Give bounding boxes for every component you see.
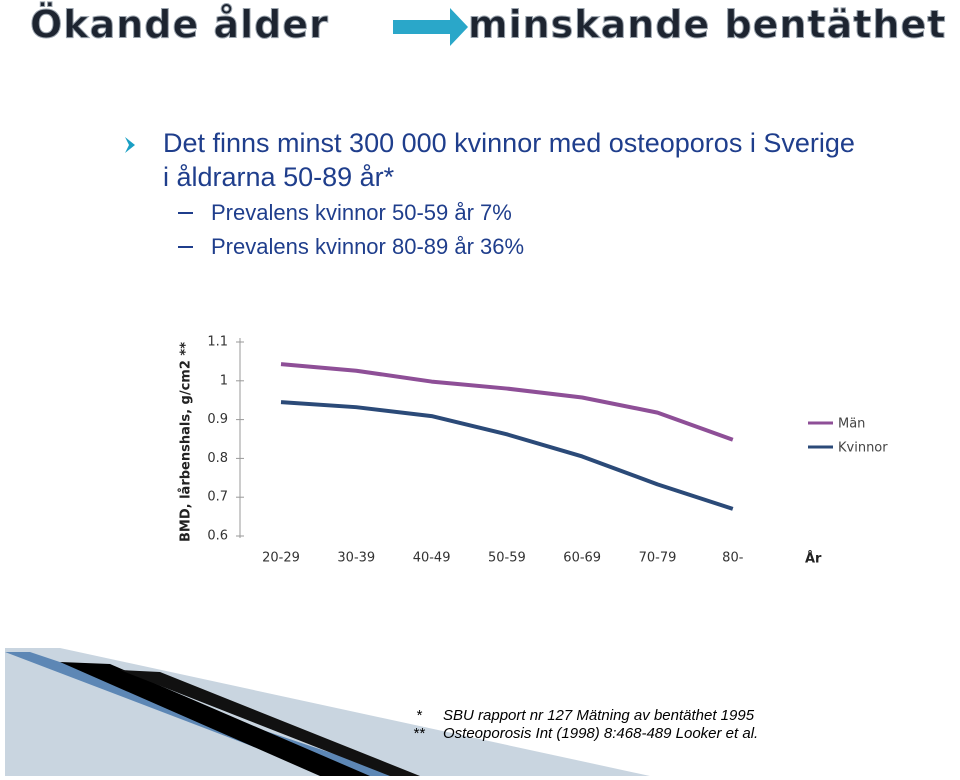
x-tick-label: 30-39 [337,551,375,566]
title-right: minskande bentäthet [468,3,946,47]
bullet-icon [125,137,135,153]
line [280,362,734,442]
decor [60,662,370,776]
y-tick-label: 0.6 [207,529,228,544]
x-tick-label: 60-69 [563,551,601,566]
x-tick-label: 70-79 [639,551,677,566]
bullet: Det finns minst 300 000 kvinnor med oste… [163,128,855,158]
x-tick-label: 40-49 [413,551,451,566]
y-tick-label: 1 [220,373,228,388]
x-axis-label: År [805,551,822,567]
footnote: Osteoporosis Int (1998) 8:468-489 Looker… [443,725,758,742]
y-tick-label: 0.8 [207,451,228,466]
line [280,400,734,511]
sub-bullet: Prevalens kvinnor 50-59 år 7% [211,200,512,225]
y-tick-label: 1.1 [207,335,228,350]
title-arrow [393,8,468,46]
footnote-marker: * [416,707,423,724]
bullet: i åldrarna 50-89 år* [163,162,395,192]
footnote: SBU rapport nr 127 Mätning av bentäthet … [443,707,755,724]
x-tick-label: 50-59 [488,551,526,566]
footnote-marker: ** [413,725,426,742]
y-tick-label: 0.9 [207,412,228,427]
legend-label: Män [838,417,865,432]
x-tick-label: 20-29 [262,551,300,566]
x-tick-label: 80- [722,551,744,566]
sub-bullet: Prevalens kvinnor 80-89 år 36% [211,234,524,259]
legend-label: Kvinnor [838,441,888,456]
y-axis-label: BMD, lårbenshals, g/cm2 ** [179,342,194,542]
title-left: Ökande ålder [30,3,329,47]
y-tick-label: 0.7 [207,490,228,505]
decor [120,670,420,776]
